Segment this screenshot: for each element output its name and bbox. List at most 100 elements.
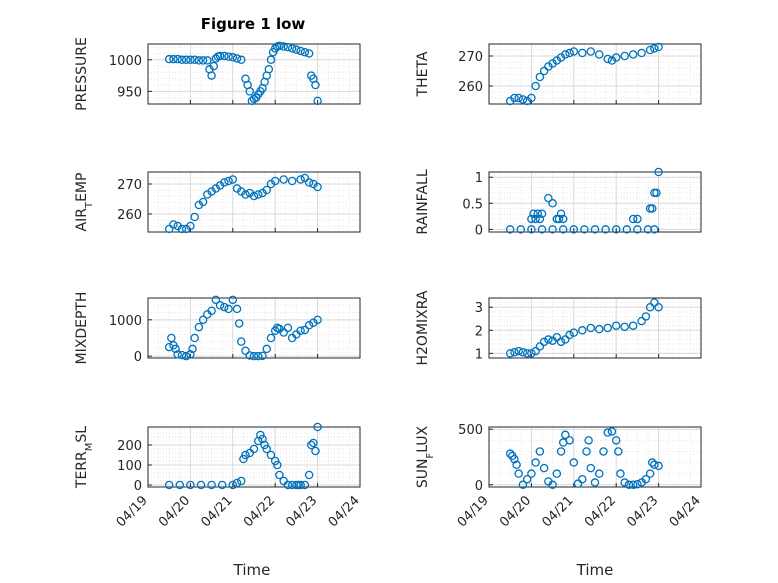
data-point — [181, 351, 191, 361]
data-point — [584, 436, 593, 445]
data-point — [628, 214, 638, 224]
data-point — [531, 346, 540, 356]
data-point — [531, 214, 540, 224]
data-point — [237, 476, 246, 486]
data-point — [300, 47, 310, 57]
data-point — [537, 225, 547, 234]
data-point — [599, 447, 608, 456]
data-point — [177, 55, 187, 65]
data-point — [164, 224, 174, 234]
x-tick-label: 04/19 — [455, 493, 492, 530]
data-point — [186, 55, 195, 65]
data-point — [556, 337, 566, 347]
data-point — [650, 298, 659, 307]
data-point — [171, 344, 180, 354]
data-point — [304, 321, 314, 330]
data-point — [650, 460, 659, 470]
data-point — [535, 214, 545, 224]
data-point — [535, 342, 545, 351]
data-point — [654, 461, 663, 471]
data-point — [603, 428, 612, 437]
axes-box — [147, 297, 361, 359]
data-point — [270, 456, 280, 466]
data-point — [169, 220, 178, 229]
y-tick-label: 1 — [475, 171, 483, 186]
data-point — [309, 438, 318, 448]
data-point — [256, 430, 265, 440]
data-point — [527, 469, 536, 478]
data-point — [207, 480, 216, 490]
data-point — [234, 319, 244, 328]
x-tick-label: 04/24 — [667, 493, 704, 530]
data-point — [529, 209, 538, 218]
data-point — [224, 304, 233, 314]
data-point — [569, 225, 579, 234]
subplot-1: 950 1000 PRESSURE — [74, 37, 361, 111]
data-point — [198, 315, 208, 325]
data-point — [561, 430, 570, 440]
data-point — [220, 178, 229, 187]
data-point — [169, 54, 178, 64]
data-point — [505, 449, 515, 458]
data-point — [311, 80, 320, 90]
data-point — [207, 71, 216, 80]
data-point — [539, 463, 549, 473]
data-point — [558, 214, 568, 224]
data-point — [215, 51, 225, 61]
x-tick-label: 04/21 — [199, 493, 236, 530]
data-point — [232, 478, 242, 488]
x-tick-label: 04/24 — [326, 493, 363, 530]
data-point — [224, 176, 233, 186]
data-point — [652, 188, 661, 198]
data-point — [296, 46, 305, 56]
y-axis-label: THETA — [415, 51, 431, 97]
y-label-base: TERR — [74, 451, 90, 489]
data-point — [279, 42, 288, 51]
data-point — [535, 447, 545, 456]
x-tick-label: 04/23 — [283, 493, 320, 530]
axes-box — [147, 171, 361, 233]
data-point — [207, 306, 216, 315]
x-tick-label: 04/19 — [114, 493, 151, 530]
data-point — [287, 480, 297, 490]
data-point — [306, 440, 316, 450]
data-point — [611, 53, 621, 62]
y-tick-label: 100 — [117, 459, 142, 474]
data-point — [313, 182, 322, 192]
data-point — [522, 474, 532, 484]
data-point — [228, 53, 238, 62]
data-point — [539, 66, 549, 76]
data-point — [313, 422, 322, 432]
data-point — [253, 190, 263, 199]
data-point — [190, 55, 199, 65]
data-point — [237, 337, 246, 346]
data-point — [622, 225, 632, 234]
y-tick-label: 0 — [134, 479, 142, 494]
y-label-rest: LUX — [415, 425, 431, 452]
data-point — [624, 480, 634, 490]
data-point — [300, 173, 310, 183]
data-point — [241, 346, 250, 355]
data-point — [224, 52, 233, 61]
data-point — [211, 54, 221, 63]
data-point — [273, 460, 282, 470]
y-label-subscript: F — [425, 453, 436, 459]
axes-box — [147, 426, 361, 488]
data-point — [556, 447, 566, 456]
data-point — [641, 474, 651, 484]
data-point — [215, 301, 225, 310]
data-point — [209, 61, 218, 71]
data-point — [283, 42, 293, 52]
data-point — [514, 346, 523, 356]
y-tick-label: 1000 — [109, 54, 142, 69]
data-point — [175, 480, 185, 490]
y-axis-label: RAINFALL — [415, 169, 431, 234]
data-point — [641, 312, 651, 321]
y-tick-label: 0 — [475, 479, 483, 494]
data-point — [232, 54, 242, 63]
data-point — [586, 47, 596, 56]
data-point — [241, 190, 250, 199]
data-point — [220, 302, 229, 312]
data-point — [181, 55, 191, 65]
